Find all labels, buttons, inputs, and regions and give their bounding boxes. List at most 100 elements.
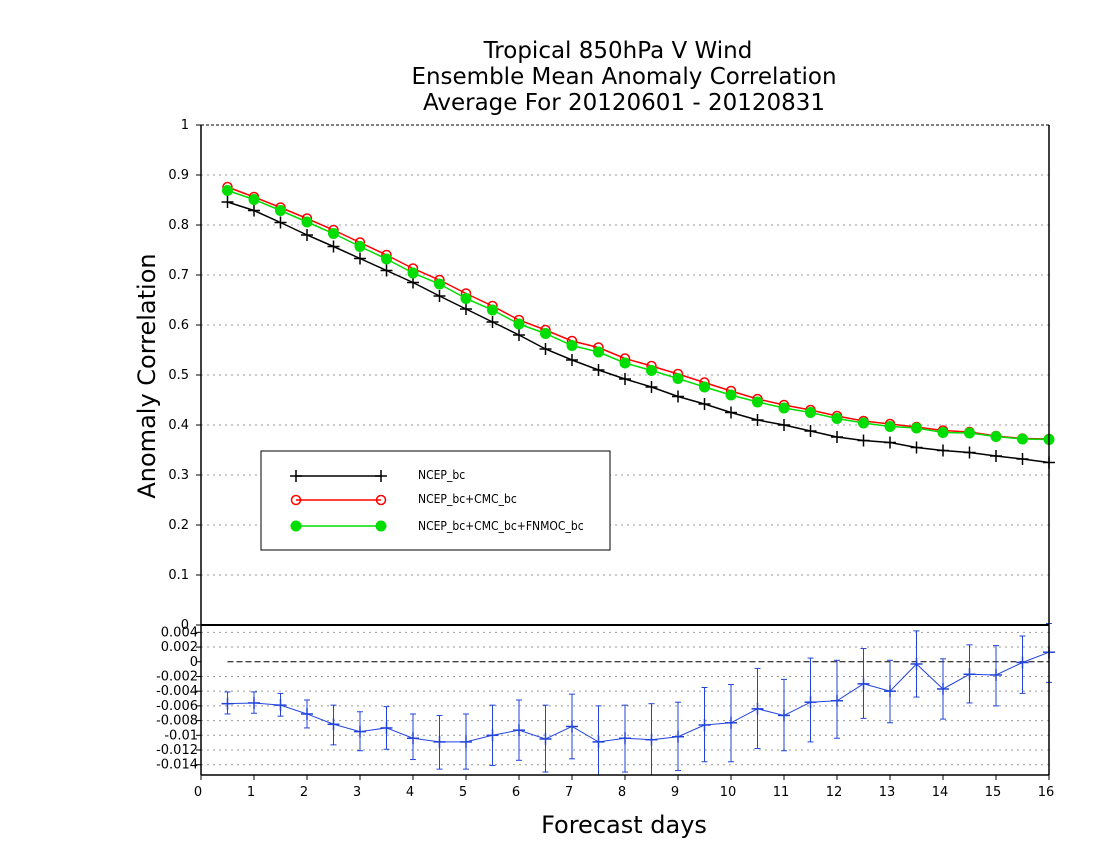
chart-title-group: Tropical 850hPa V Wind Ensemble Mean Ano… xyxy=(411,38,836,116)
error-bar xyxy=(963,644,976,704)
grid-layer xyxy=(201,174,1049,766)
legend-marker-left-2 xyxy=(290,520,302,532)
series-2-point xyxy=(884,421,896,432)
error-bar xyxy=(857,648,870,719)
diff-point xyxy=(486,729,499,742)
series-0-point xyxy=(433,290,446,302)
series-0-point xyxy=(698,398,711,410)
error-bar xyxy=(831,659,843,739)
x-axis-title: Forecast days xyxy=(541,811,707,839)
diff-point xyxy=(407,732,419,745)
diff-point xyxy=(672,730,684,743)
error-bar xyxy=(433,714,446,770)
x-tick-label: 5 xyxy=(459,785,467,800)
error-bar xyxy=(804,657,817,743)
series-2-point xyxy=(911,422,922,434)
error-bar xyxy=(990,645,1002,707)
error-bar xyxy=(884,659,896,724)
error-bar xyxy=(910,630,923,698)
series-2-point xyxy=(990,431,1002,442)
legend-label-ncep-cmc: NCEP_bc+CMC_bc xyxy=(418,492,517,506)
x-tick-label: 12 xyxy=(826,785,843,800)
series-0-point xyxy=(354,252,366,265)
series-line-0 xyxy=(227,201,1050,464)
series-2-point xyxy=(460,293,472,304)
main-y-tick-label: 0.2 xyxy=(168,518,189,533)
diff-point xyxy=(354,725,366,738)
diff-y-tick-label: -0.006 xyxy=(156,699,198,714)
error-bar xyxy=(274,692,287,717)
series-0-point xyxy=(990,450,1002,462)
series-0-point xyxy=(566,354,578,366)
series-0-point xyxy=(592,364,605,376)
series-0-point xyxy=(857,434,870,447)
series-2-point xyxy=(1017,433,1028,445)
x-tick-label: 1 xyxy=(247,785,255,800)
x-tick-label: 10 xyxy=(720,785,737,800)
x-tick-label: 7 xyxy=(565,785,573,800)
legend-label-ncep-cmc-fnmoc: NCEP_bc+CMC_bc+FNMOC_bc xyxy=(418,519,584,533)
diff-point xyxy=(831,694,843,707)
legend-marker-left-1 xyxy=(290,494,302,506)
diff-point xyxy=(539,732,552,745)
series-2-point xyxy=(222,185,233,196)
series-0-point xyxy=(910,441,923,454)
diff-point xyxy=(778,709,790,722)
series-0-point xyxy=(831,431,843,443)
series-0-point xyxy=(274,216,287,229)
main-y-tick-label: 1 xyxy=(181,118,189,133)
legend-marker-right-1 xyxy=(375,494,387,506)
error-bar xyxy=(354,711,366,752)
diff-y-tick-label: 0.002 xyxy=(161,640,198,655)
diff-point xyxy=(725,716,737,729)
x-tick-label: 14 xyxy=(932,785,949,800)
series-0-point xyxy=(221,196,234,208)
diff-point xyxy=(460,735,472,748)
error-bar xyxy=(698,687,711,763)
series-0-point xyxy=(301,229,313,241)
diff-y-tick-label: -0.01 xyxy=(164,728,198,743)
legend: NCEP_bc NCEP_bc+CMC_bc NCEP_bc+CMC_bc+FN… xyxy=(260,450,611,551)
series-2-point xyxy=(407,267,419,279)
diff-point xyxy=(566,720,578,733)
frame-layer xyxy=(200,124,1050,776)
diff-point xyxy=(513,724,525,737)
series-2-point xyxy=(434,278,445,290)
x-tick-label: 15 xyxy=(985,785,1002,800)
error-bar xyxy=(513,699,525,761)
series-2-point xyxy=(699,381,710,393)
error-bar xyxy=(645,703,658,775)
error-bar xyxy=(248,691,260,714)
series-2-point xyxy=(778,402,790,414)
series-2-point xyxy=(593,346,604,358)
diff-point xyxy=(751,702,764,715)
chart-title-line-1: Tropical 850hPa V Wind xyxy=(483,38,753,64)
diff-point xyxy=(804,696,817,709)
series-0-point xyxy=(937,444,949,457)
diff-y-tick-label: -0.012 xyxy=(156,743,198,758)
error-bar xyxy=(566,693,578,760)
error-bar xyxy=(751,667,764,750)
main-y-tick-label: 0.4 xyxy=(168,418,189,433)
x-tick-label: 6 xyxy=(512,785,520,800)
series-2-point xyxy=(275,205,286,216)
diff-point xyxy=(645,733,658,746)
diff-y-tick-label: -0.008 xyxy=(156,714,198,729)
x-tick-label: 11 xyxy=(773,785,790,800)
series-0-point xyxy=(486,316,499,328)
diff-y-tick-label: -0.004 xyxy=(156,684,198,699)
series-0-point xyxy=(327,240,340,253)
diff-point xyxy=(248,696,260,709)
diff-point xyxy=(619,732,631,745)
series-2-point xyxy=(566,340,578,351)
error-bar xyxy=(725,684,737,763)
diff-point xyxy=(301,707,313,720)
series-0-point xyxy=(672,390,684,403)
x-tick-label: 0 xyxy=(194,785,202,800)
series-2-point xyxy=(248,194,260,205)
diff-point xyxy=(592,735,605,748)
series-2-point xyxy=(487,304,498,316)
error-bar xyxy=(539,704,552,773)
y-axis-title: Anomaly Correlation xyxy=(133,253,161,498)
